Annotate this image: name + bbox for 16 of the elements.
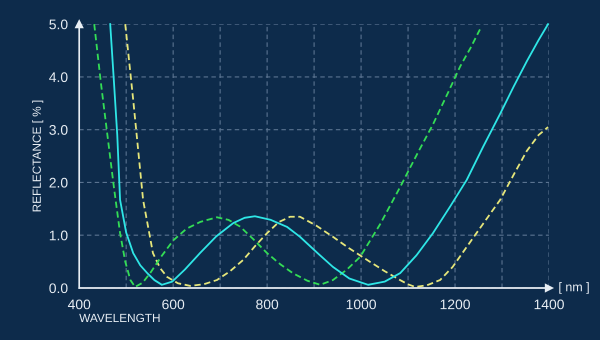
y-axis-title: REFLECTANCE [ % ]	[32, 100, 44, 212]
x-tick-label: 800	[256, 299, 278, 310]
text: [ nm ]	[559, 282, 589, 294]
y-tick-label: 0.0	[49, 283, 68, 294]
x-tick-label: 1400	[534, 299, 564, 310]
y-tick-label: 5.0	[49, 19, 68, 30]
x-tick-label: 1200	[440, 299, 470, 310]
y-tick-label: 2.0	[49, 178, 68, 188]
x-tick-label: 1000	[346, 299, 376, 310]
y-tick-label: 4.0	[49, 72, 68, 82]
x-tick-label: 600	[162, 299, 184, 310]
x-axis-title: WAVELENGTH	[79, 314, 160, 322]
y-tick-label: 3.0	[49, 125, 68, 135]
line-series	[93, 23, 481, 288]
y-tick-label: 1.0	[50, 230, 68, 240]
x-tick-label: 400	[68, 299, 90, 310]
